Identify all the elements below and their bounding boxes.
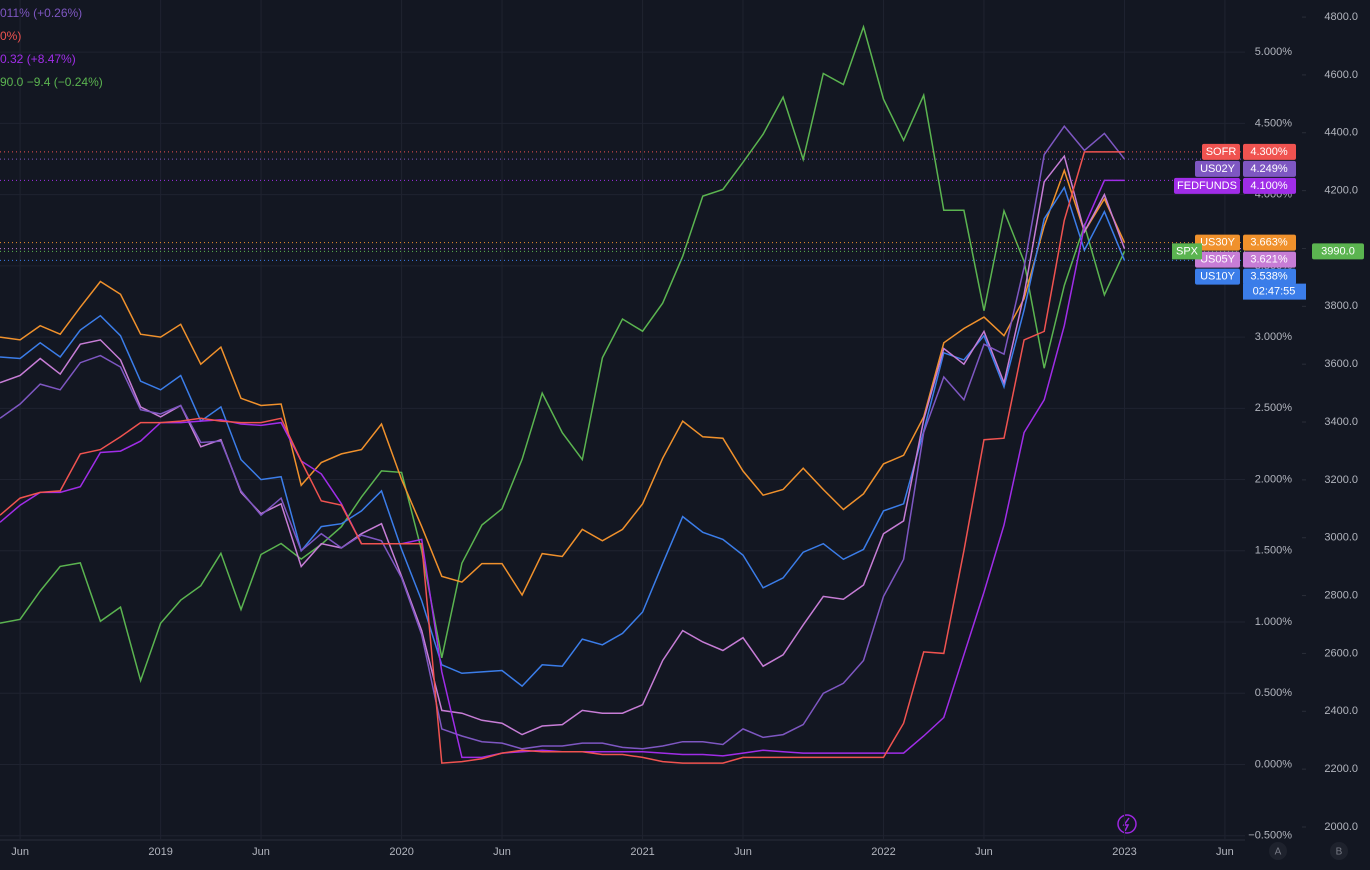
y-tick-label: 1.000% xyxy=(1255,616,1293,628)
series-tag: SOFR 4.300% xyxy=(1202,143,1296,160)
y2-tick-label: 4600.0 xyxy=(1324,69,1358,81)
countdown: 02:47:55 xyxy=(1253,286,1296,298)
scale-button-label: A xyxy=(1275,847,1282,858)
y2-tick-label: 2600.0 xyxy=(1324,647,1358,659)
tag-name-box xyxy=(1202,143,1240,160)
legend-text: 0.32 (+8.47%) xyxy=(0,52,76,66)
series-tag: US10Y 3.538% 02:47:55 xyxy=(1195,268,1306,300)
y2-tick-label: 4400.0 xyxy=(1324,127,1358,139)
y2-tick-label: 4200.0 xyxy=(1324,185,1358,197)
x-tick-label: 2019 xyxy=(148,846,172,858)
y2-tick-label: 3600.0 xyxy=(1324,358,1358,370)
tag-name-box xyxy=(1195,234,1240,251)
tag-value: 3.621% xyxy=(1250,254,1288,266)
x-tick-label: 2020 xyxy=(389,846,413,858)
tag-name-box xyxy=(1174,177,1240,194)
series-line xyxy=(0,24,1126,684)
x-tick-label: 2023 xyxy=(1112,846,1136,858)
tag-value: 3.663% xyxy=(1250,237,1288,249)
y2-tick-label: 2200.0 xyxy=(1324,763,1358,775)
y2-tick-label: 2800.0 xyxy=(1324,589,1358,601)
countdown-box xyxy=(1243,283,1306,300)
tag-value-box xyxy=(1243,160,1296,177)
tag-name: US05Y xyxy=(1200,254,1236,266)
y-tick-label: 0.500% xyxy=(1255,687,1293,699)
series-tag: FEDFUNDS 4.100% xyxy=(1174,177,1296,194)
y-tick-label: 2.500% xyxy=(1255,402,1293,414)
tag-name: FEDFUNDS xyxy=(1177,180,1237,192)
scale-button-label: B xyxy=(1336,847,1343,858)
tag-name: US02Y xyxy=(1200,163,1236,175)
tag-value-box xyxy=(1243,177,1296,194)
tag-value-box xyxy=(1243,268,1296,285)
tag-value-box xyxy=(1243,143,1296,160)
scale-button[interactable]: A xyxy=(1269,842,1287,860)
scale-button[interactable]: B xyxy=(1330,842,1348,860)
series-line xyxy=(0,185,1126,688)
y2-tick-label: 2000.0 xyxy=(1324,821,1358,833)
x-tick-label: Jun xyxy=(493,846,511,858)
y-tick-label: 1.500% xyxy=(1255,545,1293,557)
legend-text: 0%) xyxy=(0,29,21,43)
scale-button-bg xyxy=(1269,842,1287,860)
y2-tick-label: 3000.0 xyxy=(1324,532,1358,544)
x-tick-label: 2021 xyxy=(630,846,654,858)
y2-tick-label: 3200.0 xyxy=(1324,474,1358,486)
tag-name-box xyxy=(1195,268,1240,285)
x-tick-label: 2022 xyxy=(871,846,895,858)
y-tick-label: −0.500% xyxy=(1248,830,1292,842)
tag-value: 3.538% xyxy=(1250,271,1288,283)
legend-text: 011% (+0.26%) xyxy=(0,6,82,20)
series-line xyxy=(0,151,1125,764)
series-tag: US02Y 4.249% xyxy=(1195,160,1296,177)
series-line xyxy=(0,168,1126,597)
tag-value-box xyxy=(1243,234,1296,251)
x-tick-label: Jun xyxy=(734,846,752,858)
tag-name-box xyxy=(1195,160,1240,177)
series-tag: US05Y 3.621% xyxy=(1195,251,1296,268)
x-tick-label: Jun xyxy=(1216,846,1234,858)
tag-name: US10Y xyxy=(1200,271,1236,283)
tag-value-box xyxy=(1243,251,1296,268)
tag-name: SOFR xyxy=(1206,146,1237,158)
x-tick-label: Jun xyxy=(975,846,993,858)
y2-tick-label: 3800.0 xyxy=(1324,300,1358,312)
y-tick-label: 0.000% xyxy=(1255,758,1293,770)
tag-value-box xyxy=(1312,243,1364,260)
x-tick-label: Jun xyxy=(252,846,270,858)
legend-text: 90.0 −9.4 (−0.24%) xyxy=(0,75,103,89)
series-tag: US30Y 3.663% xyxy=(1195,234,1296,251)
y-tick-label: 4.500% xyxy=(1255,117,1293,129)
y2-tick-label: 2400.0 xyxy=(1324,705,1358,717)
tag-value: 4.300% xyxy=(1250,146,1288,158)
y2-tick-label: 4800.0 xyxy=(1324,11,1358,23)
tag-value: 4.100% xyxy=(1250,180,1288,192)
tag-name: SPX xyxy=(1176,245,1199,257)
tag-name-box xyxy=(1195,251,1240,268)
y-tick-label: 2.000% xyxy=(1255,473,1293,485)
scale-button-bg xyxy=(1330,842,1348,860)
series-line xyxy=(0,124,1126,750)
tag-name: US30Y xyxy=(1200,237,1236,249)
y-tick-label: 5.000% xyxy=(1255,46,1293,58)
y2-tick-label: 3400.0 xyxy=(1324,416,1358,428)
lightning-icon[interactable] xyxy=(1117,814,1137,834)
x-tick-label: Jun xyxy=(11,846,29,858)
tag-name-box xyxy=(1172,243,1202,260)
tag-value: 3990.0 xyxy=(1321,245,1355,257)
tag-value: 4.249% xyxy=(1250,163,1288,175)
y-tick-label: 3.000% xyxy=(1255,331,1293,343)
